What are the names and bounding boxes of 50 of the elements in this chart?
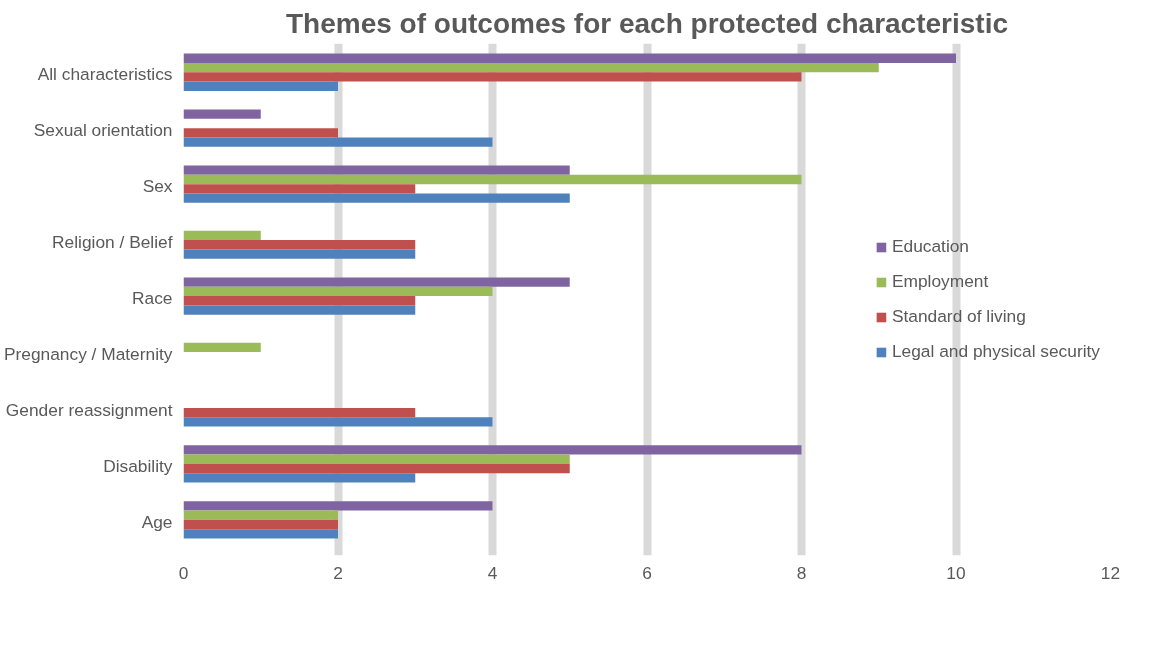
y-tick-label: Pregnancy / Maternity xyxy=(3,344,173,365)
x-tick-label: 10 xyxy=(946,562,966,583)
bar xyxy=(183,417,493,427)
legend-label: Legal and physical security xyxy=(891,341,1100,362)
bar xyxy=(183,529,338,539)
bar xyxy=(183,230,261,241)
x-tick-label: 4 xyxy=(487,562,498,583)
bar xyxy=(183,296,416,306)
bar xyxy=(183,165,570,175)
y-tick-label: Religion / Belief xyxy=(52,232,173,253)
y-tick-label: Age xyxy=(141,511,173,532)
bar xyxy=(183,445,802,455)
bar xyxy=(183,109,261,119)
bar xyxy=(183,249,416,259)
x-tick-label: 0 xyxy=(178,562,189,583)
legend-label: Employment xyxy=(891,271,989,292)
y-tick-label: All characteristics xyxy=(37,64,173,85)
bar xyxy=(183,454,570,464)
legend-label: Standard of living xyxy=(891,306,1026,327)
x-tick-label: 12 xyxy=(1100,562,1121,583)
bar xyxy=(183,184,416,194)
bar xyxy=(183,407,416,418)
chart-title: Themes of outcomes for each protected characteristic xyxy=(286,7,1008,39)
y-tick-label: Sexual orientation xyxy=(33,120,173,141)
legend-label: Education xyxy=(891,236,970,257)
bar xyxy=(183,81,338,91)
bar xyxy=(183,174,802,185)
bar xyxy=(183,240,416,250)
bar xyxy=(183,501,493,511)
bar xyxy=(183,72,802,82)
bar xyxy=(183,128,338,138)
y-tick-label: Gender reassignment xyxy=(5,400,173,421)
bar xyxy=(183,286,493,297)
x-tick-label: 6 xyxy=(642,562,652,583)
bar xyxy=(183,342,261,353)
bar xyxy=(183,473,416,483)
bar xyxy=(183,463,570,474)
bar xyxy=(183,305,416,315)
bar xyxy=(183,193,570,203)
bar xyxy=(183,277,570,287)
bar xyxy=(183,137,493,147)
bar xyxy=(183,62,879,73)
y-tick-label: Disability xyxy=(103,455,173,476)
y-tick-label: Sex xyxy=(142,176,173,197)
bar xyxy=(183,510,338,520)
bar xyxy=(183,519,338,530)
bar xyxy=(183,53,956,63)
x-tick-label: 2 xyxy=(333,562,343,583)
y-tick-label: Race xyxy=(132,288,173,309)
x-tick-label: 8 xyxy=(796,562,807,583)
